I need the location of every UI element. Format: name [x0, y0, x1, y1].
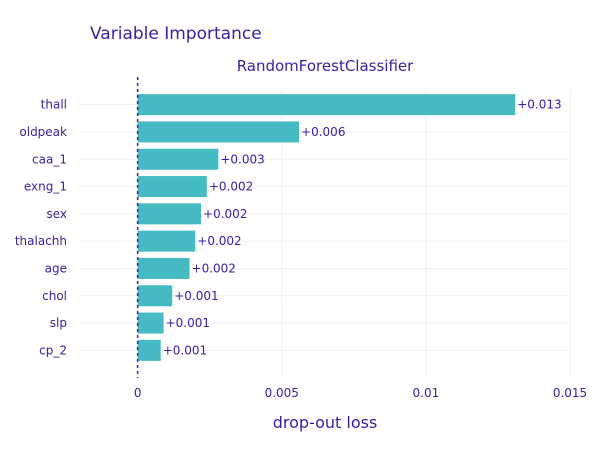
- data-labels: +0.013 +0.006 +0.003 +0.002 +0.002 +0.002 +0.0…: [163, 98, 562, 358]
- x-tick-label: 0.015: [553, 386, 587, 400]
- chart-subtitle: RandomForestClassifier: [237, 57, 414, 75]
- data-label-exng_1: +0.002: [209, 180, 253, 194]
- data-label-thalachh: +0.002: [197, 234, 241, 248]
- bar-exng_1: [137, 176, 207, 198]
- bar-oldpeak: [137, 121, 300, 143]
- data-label-cp_2: +0.001: [163, 343, 207, 357]
- bar-chol: [137, 285, 173, 307]
- y-tick-label: slp: [50, 316, 67, 330]
- x-tick-label: 0: [134, 386, 142, 400]
- data-label-sex: +0.002: [203, 207, 247, 221]
- y-tick-label: thalachh: [15, 234, 67, 248]
- data-label-chol: +0.001: [174, 289, 218, 303]
- data-label-oldpeak: +0.006: [301, 125, 345, 139]
- y-tick-label: chol: [42, 289, 67, 303]
- y-tick-label: oldpeak: [19, 125, 67, 139]
- data-label-age: +0.002: [192, 261, 236, 275]
- y-tick-label: exng_1: [24, 180, 67, 194]
- data-label-slp: +0.001: [166, 316, 210, 330]
- bar-age: [137, 257, 190, 279]
- y-tick-label: thall: [41, 98, 67, 112]
- bar-sex: [137, 203, 202, 225]
- bar-thalachh: [137, 230, 196, 252]
- x-axis-title: drop-out loss: [273, 413, 378, 432]
- bar-thall: [137, 94, 516, 116]
- bar-slp: [137, 312, 164, 334]
- bar-cp_2: [137, 339, 161, 361]
- data-label-thall: +0.013: [517, 98, 561, 112]
- x-tick-label: 0.01: [413, 386, 440, 400]
- x-tick-label: 0.005: [265, 386, 299, 400]
- y-tick-label: cp_2: [39, 343, 67, 357]
- y-tick-label: age: [45, 261, 67, 275]
- chart-title: Variable Importance: [90, 24, 262, 44]
- y-tick-label: sex: [46, 207, 67, 221]
- bar-caa_1: [137, 148, 219, 170]
- x-axis-tick-labels: 0 0.005 0.01 0.015: [134, 386, 587, 400]
- y-tick-label: caa_1: [32, 152, 67, 166]
- data-label-caa_1: +0.003: [220, 152, 264, 166]
- bars: [137, 94, 516, 361]
